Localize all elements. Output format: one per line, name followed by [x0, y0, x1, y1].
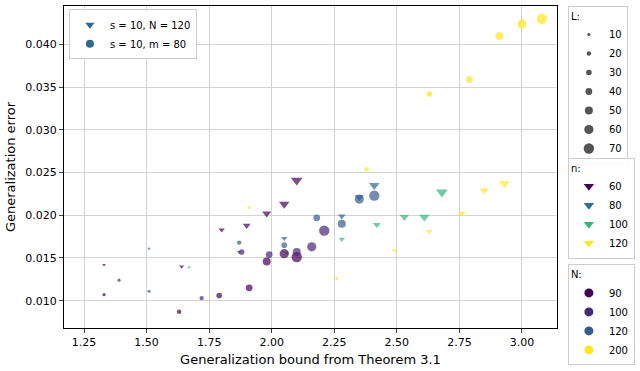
- svg-text:120: 120: [609, 326, 628, 337]
- svg-text:120: 120: [609, 238, 628, 249]
- svg-text:0.030: 0.030: [25, 124, 57, 137]
- svg-text:n:: n:: [571, 163, 581, 174]
- svg-text:60: 60: [609, 181, 622, 192]
- svg-text:0.025: 0.025: [25, 166, 57, 179]
- svg-text:10: 10: [609, 29, 622, 40]
- svg-text:90: 90: [609, 288, 622, 299]
- svg-text:1.25: 1.25: [72, 336, 97, 349]
- svg-text:2.00: 2.00: [259, 336, 284, 349]
- svg-text:60: 60: [609, 124, 622, 135]
- svg-text:40: 40: [609, 86, 622, 97]
- svg-text:20: 20: [609, 48, 622, 59]
- svg-text:100: 100: [609, 307, 628, 318]
- svg-text:100: 100: [609, 219, 628, 230]
- svg-text:0.035: 0.035: [25, 81, 57, 94]
- svg-text:s = 10, m = 80: s = 10, m = 80: [110, 39, 186, 50]
- svg-text:70: 70: [609, 143, 622, 154]
- svg-text:Generalization error: Generalization error: [3, 101, 18, 232]
- svg-text:50: 50: [609, 105, 622, 116]
- svg-text:Generalization bound from Theo: Generalization bound from Theorem 3.1: [180, 352, 441, 367]
- svg-text:s = 10, N = 120: s = 10, N = 120: [110, 20, 190, 31]
- svg-text:2.50: 2.50: [385, 336, 410, 349]
- svg-text:0.010: 0.010: [25, 295, 57, 308]
- svg-text:N:: N:: [571, 269, 582, 280]
- svg-text:1.50: 1.50: [134, 336, 159, 349]
- svg-text:0.040: 0.040: [25, 38, 57, 51]
- svg-text:200: 200: [609, 345, 628, 356]
- svg-text:0.015: 0.015: [25, 252, 57, 265]
- svg-text:30: 30: [609, 67, 622, 78]
- svg-text:0.020: 0.020: [25, 209, 57, 222]
- svg-text:3.00: 3.00: [510, 336, 535, 349]
- svg-text:L:: L:: [571, 11, 580, 22]
- svg-text:80: 80: [609, 200, 622, 211]
- svg-text:2.75: 2.75: [447, 336, 472, 349]
- svg-text:1.75: 1.75: [197, 336, 222, 349]
- svg-text:2.25: 2.25: [322, 336, 347, 349]
